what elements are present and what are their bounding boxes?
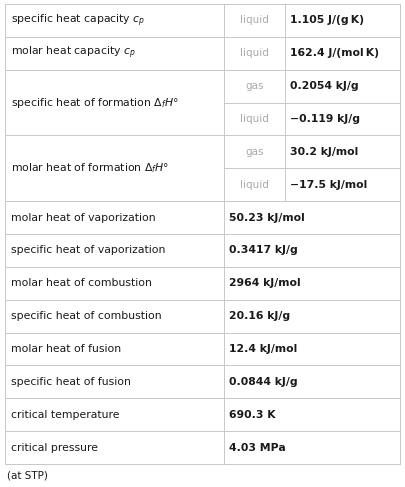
Text: molar heat capacity $c_p$: molar heat capacity $c_p$ (11, 45, 136, 61)
Text: specific heat of formation $\Delta_f H°$: specific heat of formation $\Delta_f H°$ (11, 95, 179, 110)
Text: 4.03 MPa: 4.03 MPa (229, 443, 286, 452)
Text: 162.4 J/(mol K): 162.4 J/(mol K) (290, 48, 379, 58)
Text: −0.119 kJ/g: −0.119 kJ/g (290, 114, 360, 124)
Text: specific heat of combustion: specific heat of combustion (11, 311, 162, 321)
Text: 0.0844 kJ/g: 0.0844 kJ/g (229, 377, 298, 387)
Text: 0.3417 kJ/g: 0.3417 kJ/g (229, 245, 298, 255)
Text: specific heat of vaporization: specific heat of vaporization (11, 245, 165, 255)
Text: molar heat of fusion: molar heat of fusion (11, 344, 121, 354)
Text: molar heat of vaporization: molar heat of vaporization (11, 212, 156, 223)
Text: (at STP): (at STP) (7, 470, 48, 480)
Text: 50.23 kJ/mol: 50.23 kJ/mol (229, 212, 305, 223)
Text: liquid: liquid (241, 114, 269, 124)
Text: molar heat of formation $\Delta_f H°$: molar heat of formation $\Delta_f H°$ (11, 161, 169, 175)
Text: 1.105 J/(g K): 1.105 J/(g K) (290, 16, 364, 25)
Text: 20.16 kJ/g: 20.16 kJ/g (229, 311, 290, 321)
Text: liquid: liquid (241, 180, 269, 190)
Text: specific heat capacity $c_p$: specific heat capacity $c_p$ (11, 12, 145, 29)
Text: liquid: liquid (241, 48, 269, 58)
Text: 30.2 kJ/mol: 30.2 kJ/mol (290, 147, 359, 157)
Text: 690.3 K: 690.3 K (229, 410, 276, 420)
Text: 0.2054 kJ/g: 0.2054 kJ/g (290, 81, 359, 91)
Text: 12.4 kJ/mol: 12.4 kJ/mol (229, 344, 298, 354)
Text: liquid: liquid (241, 16, 269, 25)
Text: molar heat of combustion: molar heat of combustion (11, 278, 152, 288)
Text: critical temperature: critical temperature (11, 410, 119, 420)
Text: gas: gas (245, 81, 264, 91)
Text: specific heat of fusion: specific heat of fusion (11, 377, 131, 387)
Text: −17.5 kJ/mol: −17.5 kJ/mol (290, 180, 368, 190)
Text: gas: gas (245, 147, 264, 157)
Text: critical pressure: critical pressure (11, 443, 98, 452)
Text: 2964 kJ/mol: 2964 kJ/mol (229, 278, 301, 288)
